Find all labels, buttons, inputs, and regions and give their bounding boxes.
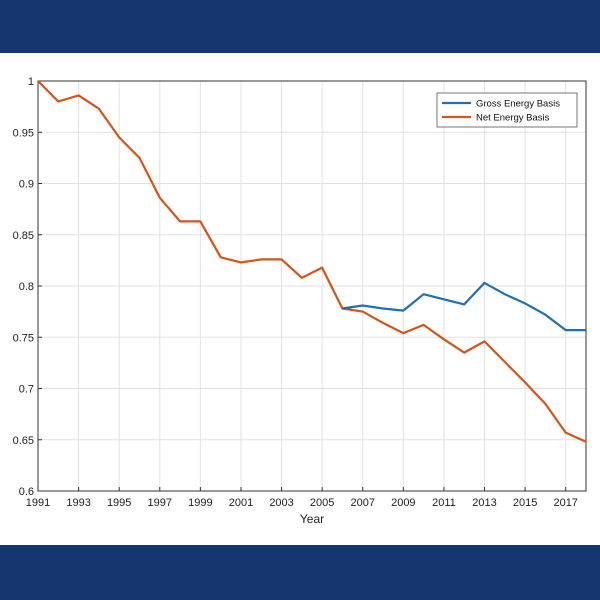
x-axis: 1991 1993 1995 1997 1999 2001 2003 2005 2007 2009… (26, 487, 578, 509)
y-tick-label: 1 (28, 76, 34, 88)
y-tick-label: 0.75 (13, 332, 34, 344)
x-axis-title: Year (300, 512, 324, 526)
y-tick-label: 0.95 (13, 127, 34, 139)
net-energy-basis-line (37, 80, 587, 443)
x-tick-label: 2009 (391, 497, 415, 509)
grid (37, 80, 586, 492)
x-tick-label: 2001 (229, 497, 253, 509)
x-tick-label: 2015 (513, 497, 537, 509)
x-tick-label: 1999 (188, 497, 212, 509)
x-tick-label: 2017 (553, 497, 577, 509)
x-tick-label: 1991 (26, 497, 50, 509)
gross-energy-basis-line (342, 281, 586, 332)
series-lines (37, 80, 587, 443)
legend-label-net: Net Energy Basis (476, 113, 550, 124)
x-tick-label: 1993 (66, 497, 90, 509)
y-axis: 0.6 0.65 0.7 0.75 0.8 0.85 0.9 0.95 1 (13, 76, 42, 498)
x-tick-label: 2007 (350, 497, 374, 509)
x-tick-label: 1995 (107, 497, 131, 509)
x-tick-label: 2011 (432, 497, 456, 509)
legend-box (436, 92, 578, 128)
y-tick-label: 0.65 (13, 435, 34, 447)
y-tick-label: 0.8 (19, 281, 34, 293)
y-tick-label: 0.85 (13, 230, 34, 242)
y-tick-label: 0.9 (19, 179, 34, 191)
line-chart: 1991 1993 1995 1997 1999 2001 2003 2005 2007 2009… (13, 76, 587, 526)
x-tick-label: 1997 (148, 497, 172, 509)
x-tick-label: 2003 (269, 497, 293, 509)
legend: Gross Energy Basis Net Energy Basis (436, 92, 578, 128)
x-tick-label: 2013 (472, 497, 496, 509)
y-tick-label: 0.6 (19, 486, 34, 498)
x-tick-label: 2005 (310, 497, 334, 509)
legend-label-gross: Gross Energy Basis (476, 99, 560, 110)
chart-panel: 1991 1993 1995 1997 1999 2001 2003 2005 2007 2009… (0, 53, 600, 545)
y-tick-label: 0.7 (19, 384, 34, 396)
